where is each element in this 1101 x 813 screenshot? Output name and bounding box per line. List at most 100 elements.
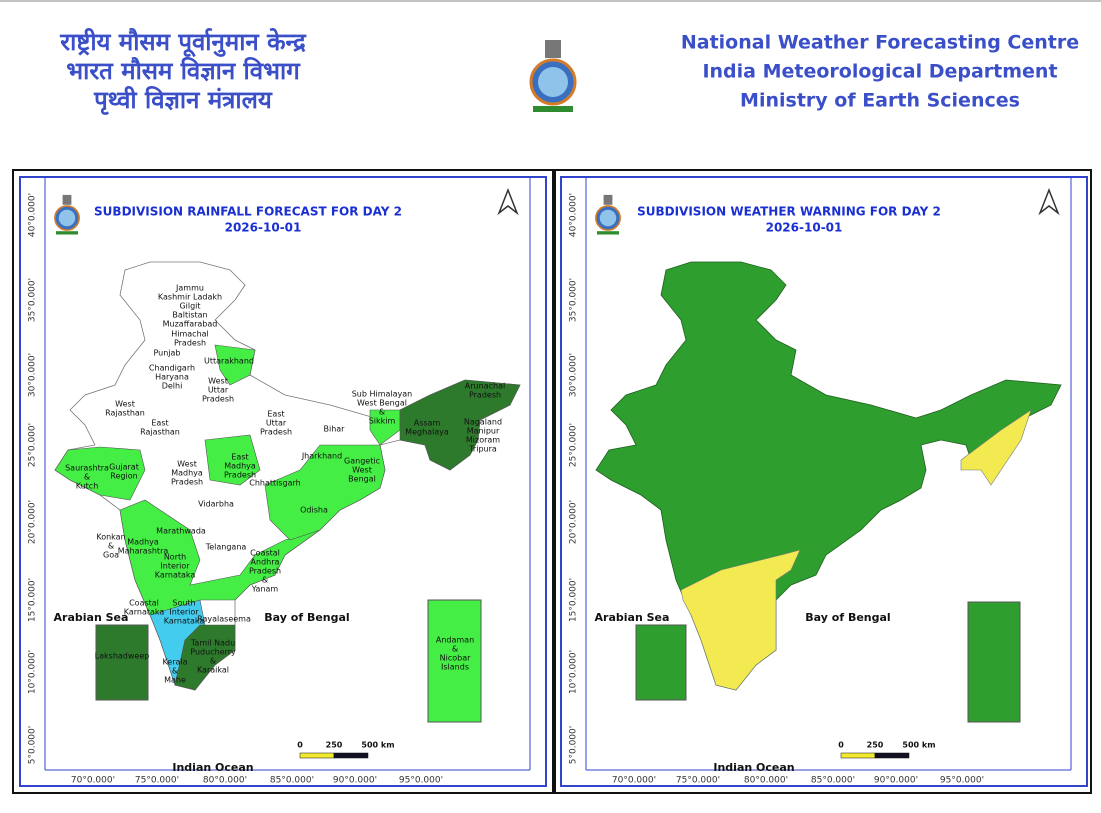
region-label: Bengal (348, 475, 376, 484)
map-border (560, 176, 1088, 787)
region-label: Madhya (224, 462, 256, 471)
region-label: Coastal (129, 599, 159, 608)
region-label: & (262, 576, 268, 585)
scale-label: 250 (867, 741, 884, 750)
region-label: Mahe (164, 676, 186, 685)
region-label: Nicobar (440, 654, 471, 663)
imd-logo (595, 194, 621, 236)
region-label: Jammu (175, 284, 204, 293)
region-label: Marathwada (156, 527, 206, 536)
region-label: Pradesh (202, 395, 234, 404)
region-label: Pradesh (469, 391, 501, 400)
scale-label: 250 (326, 741, 343, 750)
warning-map (595, 261, 1062, 723)
panel-frame (12, 169, 554, 794)
region-label: Karnataka (124, 608, 165, 617)
region-label: Goa (103, 551, 119, 560)
region-label: & (108, 542, 114, 551)
sea-label: Bay of Bengal (805, 611, 890, 624)
region-label: & (172, 667, 178, 676)
region-label: Jharkhand (301, 452, 342, 461)
region-label: Sikkim (369, 417, 396, 426)
region-label: & (84, 473, 90, 482)
scale-label: 0 (297, 741, 303, 750)
region-label: South (172, 599, 195, 608)
longitude-label: 75°0.000' (135, 776, 179, 786)
latitude-label: 15°0.000' (28, 578, 38, 622)
region-label: Gujarat (109, 463, 139, 472)
scale-label: 500 km (361, 741, 394, 750)
region-label: Punjab (153, 349, 180, 358)
latitude-label: 10°0.000' (28, 650, 38, 694)
longitude-label: 85°0.000' (270, 776, 314, 786)
region-label: Puducherry (190, 648, 236, 657)
region-label: Delhi (162, 382, 183, 391)
region-label: Chhattisgarh (249, 479, 301, 488)
region-label: East (151, 419, 168, 428)
latitude-label: 40°0.000' (569, 193, 579, 237)
region-label: Andaman (436, 636, 474, 645)
region-label: Yanam (251, 585, 279, 594)
region-label: Chandigarh (149, 364, 195, 373)
longitude-label: 70°0.000' (612, 776, 656, 786)
region-label: Pradesh (249, 567, 281, 576)
latitude-label: 20°0.000' (28, 500, 38, 544)
region-label: Konkan (96, 533, 125, 542)
map-panel: SUBDIVISION RAINFALL FORECAST FOR DAY 2 2… (19, 176, 547, 787)
map-border (19, 176, 547, 787)
longitude-label: 70°0.000' (71, 776, 115, 786)
region-label: Region (110, 472, 137, 481)
sea-label: Indian Ocean (172, 761, 253, 774)
region-label: Odisha (300, 506, 328, 515)
region-label: Gangetic (344, 457, 380, 466)
region-label: Pradesh (171, 478, 203, 487)
region-label: Interior (160, 562, 190, 571)
region-label: Assam (414, 419, 441, 428)
longitude-label: 80°0.000' (203, 776, 247, 786)
imd-logo (54, 194, 80, 236)
region-label: Meghalaya (405, 428, 449, 437)
hindi-heading: भारत मौसम विज्ञान विभाग (66, 57, 301, 85)
north-arrow (497, 187, 519, 216)
region-label: Muzaffarabad (163, 320, 218, 329)
hindi-heading: पृथ्वी विज्ञान मंत्रालय (93, 86, 273, 115)
rainfall-map (54, 261, 521, 723)
latitude-label: 5°0.000' (569, 726, 579, 764)
hindi-heading: राष्ट्रीय मौसम पूर्वानुमान केन्द्र (59, 28, 307, 58)
longitude-label: 90°0.000' (874, 776, 918, 786)
region-label: Pradesh (174, 339, 206, 348)
scale-label: 500 km (902, 741, 935, 750)
latitude-label: 35°0.000' (28, 278, 38, 322)
imd-logo (529, 38, 577, 114)
region-label: & (452, 645, 458, 654)
region-label: Andhra (251, 558, 280, 567)
longitude-label: 95°0.000' (399, 776, 443, 786)
region-label: Gilgit (179, 302, 200, 311)
longitude-label: 85°0.000' (811, 776, 855, 786)
latitude-label: 15°0.000' (569, 578, 579, 622)
region-label: Himachal (171, 330, 209, 339)
region-label: Islands (441, 663, 469, 672)
map-title: SUBDIVISION RAINFALL FORECAST FOR DAY 2 (94, 205, 402, 219)
region-label: West (177, 460, 197, 469)
region-label: Karnataka (155, 571, 196, 580)
region-label: Kerala (162, 658, 187, 667)
map-title: SUBDIVISION WEATHER WARNING FOR DAY 2 (637, 205, 941, 219)
scale-bar (840, 752, 876, 759)
region-label: & (379, 408, 385, 417)
latitude-label: 20°0.000' (569, 500, 579, 544)
region-label: Rajasthan (140, 428, 180, 437)
region-label: Lakshadweep (95, 652, 150, 661)
sea-label: Arabian Sea (595, 611, 670, 624)
region-label: & (210, 657, 216, 666)
sea-label: Indian Ocean (713, 761, 794, 774)
latitude-label: 30°0.000' (569, 353, 579, 397)
latitude-label: 10°0.000' (569, 650, 579, 694)
region-label: Uttar (208, 386, 229, 395)
region-label: Tripura (468, 445, 497, 454)
region-label: Arunachal (465, 382, 505, 391)
map-date: 2026-10-01 (766, 221, 843, 235)
longitude-label: 80°0.000' (744, 776, 788, 786)
sea-label: Bay of Bengal (264, 611, 349, 624)
region-label: Bihar (324, 425, 346, 434)
